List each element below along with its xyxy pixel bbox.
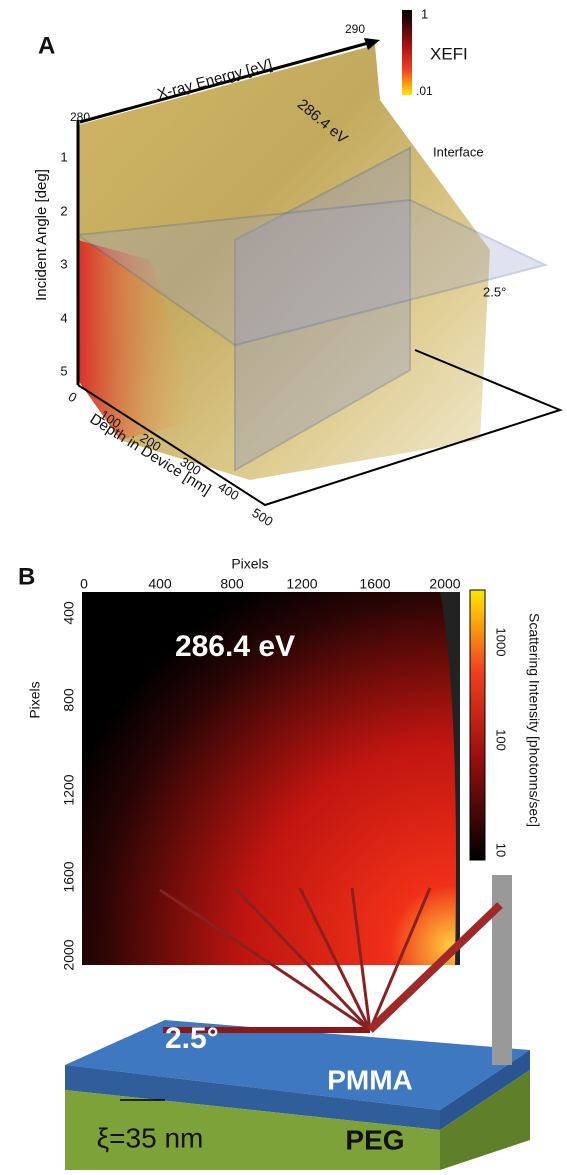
axis-title: Incident Angle [deg] xyxy=(33,169,50,301)
tick-label: 400 xyxy=(148,576,172,592)
tick-label: 800 xyxy=(61,688,77,712)
peg-layer xyxy=(65,1090,440,1170)
tick-label: 290 xyxy=(345,22,365,36)
angle-plane xyxy=(75,198,548,347)
colorbar-label: 10 xyxy=(494,843,509,857)
colorbar-label: .01 xyxy=(416,84,433,98)
axis xyxy=(79,40,373,124)
axis xyxy=(77,349,563,507)
shadow xyxy=(440,592,460,965)
tick-label: 2000 xyxy=(61,939,77,970)
colorbar-label: 1 xyxy=(421,6,428,21)
pmma-side xyxy=(440,1050,530,1130)
panel-label: A xyxy=(38,32,55,59)
tick-label: 1200 xyxy=(286,576,317,592)
tick-label: 2 xyxy=(60,203,67,218)
colorbar-title: Scattering Intensity [photonns/sec] xyxy=(526,613,542,827)
tick-label: 280 xyxy=(70,110,90,124)
tick-label: 1600 xyxy=(359,576,390,592)
panel-label: B xyxy=(18,563,35,590)
peg-side xyxy=(440,1070,530,1170)
beamstop xyxy=(492,875,512,1065)
tick-label: 4 xyxy=(60,310,67,325)
tick-label: 1 xyxy=(60,149,67,164)
axis-title: Pixels xyxy=(27,681,43,718)
tick-label: 500 xyxy=(249,505,275,529)
panel-b: B Pixels 0 400 800 1200 1600 2000 Pixels… xyxy=(18,556,542,1170)
layer-label: PEG xyxy=(345,1124,404,1155)
tick-label: 800 xyxy=(220,576,244,592)
tick-label: 1200 xyxy=(61,774,77,805)
angle-label: 2.5° xyxy=(165,1022,219,1055)
pmma-side xyxy=(65,1065,440,1130)
panel-a: A X-ray Energy [eV] 280 290 286.4 eV Int… xyxy=(33,6,563,529)
axis-title: Pixels xyxy=(231,556,268,572)
colorbar-title: XEFI xyxy=(430,44,468,63)
colorbar xyxy=(469,589,486,861)
tick-label: 400 xyxy=(61,601,77,625)
colorbar-label: 100 xyxy=(494,729,509,751)
tick-label: 2000 xyxy=(429,576,460,592)
energy-label: 286.4 eV xyxy=(175,630,295,663)
tick-label: 1600 xyxy=(61,861,77,892)
volume-region xyxy=(78,240,200,440)
pmma-layer xyxy=(65,1020,530,1110)
length-label: ξ=35 nm xyxy=(97,1122,204,1153)
interface-plane xyxy=(234,146,411,472)
annotation: Interface xyxy=(433,144,484,159)
detector-image xyxy=(82,592,460,965)
arrow xyxy=(364,38,380,50)
tick-label: 0 xyxy=(66,389,80,406)
colorbar-label: 1000 xyxy=(494,628,509,657)
tick-label: 3 xyxy=(60,256,67,271)
tick-label: 5 xyxy=(60,363,67,378)
scattered-beams xyxy=(159,886,432,1032)
reflected-beam xyxy=(367,902,503,1033)
tick-label: 0 xyxy=(80,576,88,592)
layer-label: PMMA xyxy=(327,1064,413,1095)
colorbar xyxy=(402,10,412,95)
annotation: 2.5° xyxy=(483,284,506,299)
tick-label: 400 xyxy=(215,479,241,503)
